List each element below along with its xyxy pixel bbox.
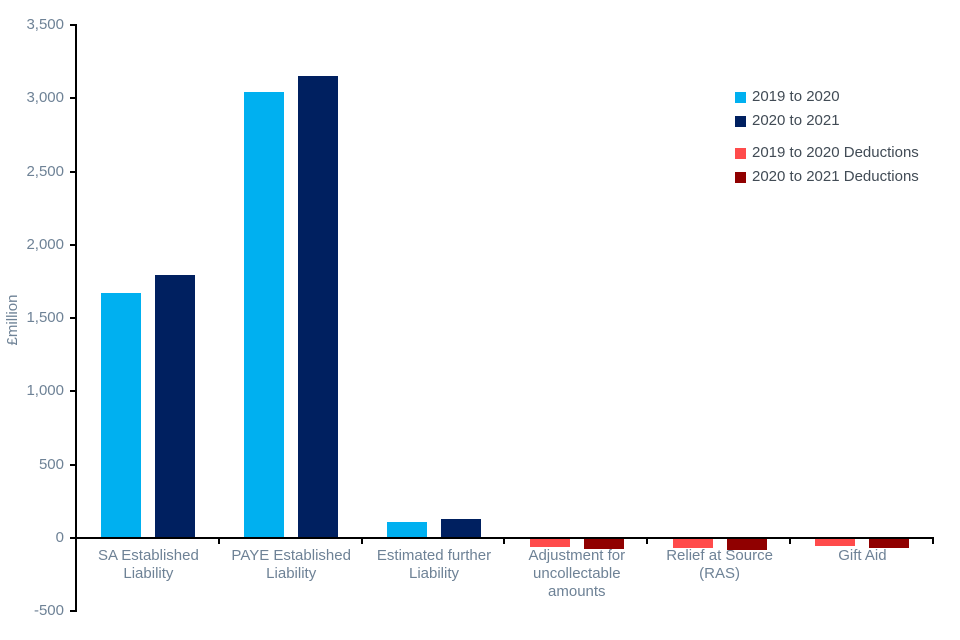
y-tick-mark <box>70 390 77 393</box>
y-tick-label: 1,500 <box>26 309 64 327</box>
x-axis-label: SA Established Liability <box>97 547 199 582</box>
x-tick-mark <box>931 537 934 544</box>
bar-s0-c1 <box>244 91 285 538</box>
legend-swatch-icon <box>735 171 746 183</box>
bar-s2-c5 <box>815 539 856 547</box>
x-tick-mark <box>217 537 220 544</box>
x-axis-label: Adjustment for uncollectable amounts <box>528 547 626 600</box>
bar-s3-c4 <box>726 539 767 550</box>
bar-s0-c2 <box>387 521 427 538</box>
bar-s3-c5 <box>869 539 910 548</box>
y-tick-mark <box>70 537 77 539</box>
y-tick-label: 0 <box>55 529 64 546</box>
legend-swatch-icon <box>735 147 746 159</box>
bar-s1-c2 <box>441 518 481 538</box>
x-axis-label: Estimated further Liability <box>376 547 492 582</box>
legend-label: 2020 to 2021 <box>752 112 840 129</box>
legend: 2019 to 2020 2020 to 2021 2019 to 2020 Ded… <box>735 85 919 189</box>
x-axis-label: PAYE Established Liability <box>231 547 351 582</box>
y-tick-mark <box>70 463 77 466</box>
bar-s0-c0 <box>101 293 142 538</box>
y-tick-mark <box>70 317 77 320</box>
legend-item: 2019 to 2020 <box>735 85 919 109</box>
legend-label: 2020 to 2021 Deductions <box>752 168 919 185</box>
y-tick-label: 500 <box>38 455 64 473</box>
legend-item: 2020 to 2021 Deductions <box>735 165 919 189</box>
x-tick-mark <box>503 537 506 544</box>
bar-s1-c1 <box>298 75 339 538</box>
y-tick-label: -500 <box>33 602 64 620</box>
legend-label: 2019 to 2020 <box>752 88 840 105</box>
y-tick-label: 3,000 <box>26 89 64 107</box>
bar-s2-c4 <box>672 539 713 548</box>
legend-item: 2019 to 2020 Deductions <box>735 141 919 165</box>
y-tick-mark <box>70 610 77 613</box>
legend-item: 2020 to 2021 <box>735 109 919 133</box>
y-tick-mark <box>70 24 77 26</box>
y-tick-mark <box>70 170 77 173</box>
y-tick-label: 1,000 <box>26 382 64 400</box>
y-tick-label: 2,500 <box>26 162 64 180</box>
bar-s3-c3 <box>583 539 624 550</box>
x-axis-label: Gift Aid <box>838 547 887 564</box>
x-tick-mark <box>360 537 363 544</box>
x-axis-label: Relief at Source (RAS) <box>666 547 773 582</box>
bar-s2-c3 <box>529 539 570 548</box>
y-tick-label: 2,000 <box>26 235 64 253</box>
bar-s1-c0 <box>155 274 196 538</box>
y-tick-mark <box>70 97 77 100</box>
legend-swatch-icon <box>735 91 746 103</box>
legend-swatch-icon <box>735 115 746 127</box>
y-tick-mark <box>70 243 77 246</box>
x-tick-mark <box>789 537 791 544</box>
legend-label: 2019 to 2020 Deductions <box>752 144 919 161</box>
x-tick-mark <box>646 537 649 544</box>
y-tick-label: 3,500 <box>26 16 64 33</box>
